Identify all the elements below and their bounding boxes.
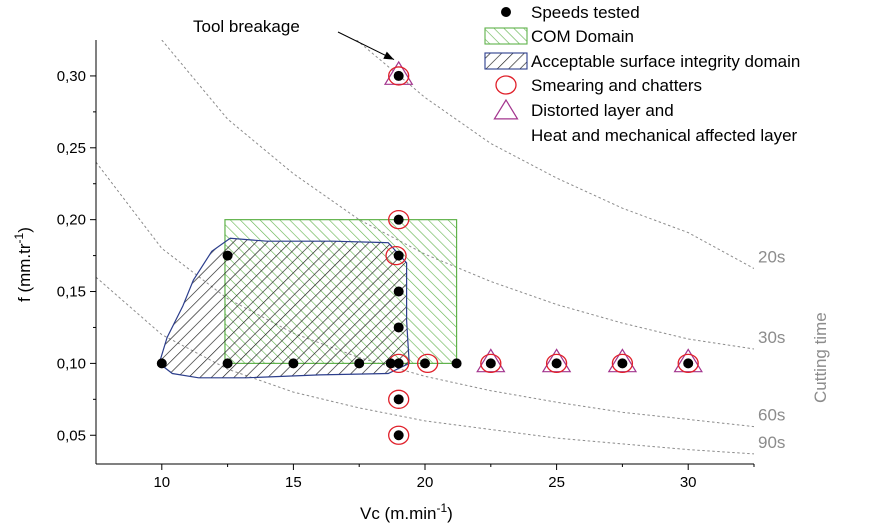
speed-point-18 xyxy=(393,394,404,405)
annotation-arrow-head xyxy=(383,51,394,60)
smearing-circle-8 xyxy=(677,353,699,374)
distorted-triangle-4 xyxy=(673,348,703,373)
speed-point-0 xyxy=(156,358,167,369)
curve-label-90s: 90s xyxy=(758,433,785,452)
smearing-circle-5 xyxy=(480,353,502,374)
legend-marker-distorted xyxy=(493,98,519,120)
curve-label-30s: 30s xyxy=(758,328,785,347)
smearing-circle-0 xyxy=(388,66,410,86)
curve-label-20s: 20s xyxy=(758,248,785,267)
speed-point-19 xyxy=(393,430,404,441)
speed-point-16 xyxy=(393,286,404,297)
legend-label-0: Speeds tested xyxy=(531,3,640,22)
legend-marker-acceptable xyxy=(484,52,528,70)
legend-label-1: COM Domain xyxy=(531,27,634,46)
legend-label-4: Distorted layer and xyxy=(531,101,674,120)
speed-point-2 xyxy=(288,358,299,369)
y-axis-title: f (mm.tr-1) xyxy=(12,227,34,302)
y-tick-label-2: 0,15 xyxy=(57,284,86,301)
legend-label-2: Acceptable surface integrity domain xyxy=(531,52,800,71)
annotation-arrow-line xyxy=(337,31,395,61)
legend-marker-com xyxy=(484,27,528,45)
legend-item-4: Distorted layer and xyxy=(493,98,674,120)
speed-point-9 xyxy=(551,358,562,369)
cutting-time-curve-30s xyxy=(161,40,754,350)
cutting-time-curve-60s xyxy=(96,161,754,428)
curve-labels: 20s 30s 60s 90s xyxy=(758,248,785,452)
legend-marker-smearing xyxy=(495,75,517,95)
domains xyxy=(158,219,458,379)
y-tick-label-3: 0,20 xyxy=(57,212,86,229)
x-tick-label-20: 20 xyxy=(417,474,434,491)
tool-breakage-annotation: Tool breakage xyxy=(193,17,395,61)
smearing-circle-6 xyxy=(545,353,568,374)
smearing-circle-7 xyxy=(611,353,634,374)
curve-label-60s: 60s xyxy=(758,406,785,425)
speed-point-8 xyxy=(485,358,496,369)
data-points xyxy=(156,60,703,445)
annotation-text: Tool breakage xyxy=(193,17,300,36)
legend-item-3: Smearing and chatters xyxy=(495,75,702,95)
smearing-circle-2 xyxy=(385,245,407,266)
legend-label-5: Heat and mechanical affected layer xyxy=(531,126,798,145)
legend-marker-speeds xyxy=(501,7,511,17)
x-tick-label-25: 25 xyxy=(548,474,565,491)
speed-point-13 xyxy=(393,70,404,81)
side-label-cutting-time: Cutting time xyxy=(811,312,830,403)
speed-point-10 xyxy=(617,358,628,369)
x-tick-label-10: 10 xyxy=(153,474,170,491)
x-tick-label-30: 30 xyxy=(680,474,697,491)
speed-point-14 xyxy=(393,214,404,225)
x-tick-label-15: 15 xyxy=(285,474,302,491)
speed-point-1 xyxy=(222,358,233,369)
x-axis-title: Vc (m.min-1) xyxy=(360,501,453,523)
speed-point-3 xyxy=(354,358,365,369)
speed-point-17 xyxy=(393,322,404,333)
y-tick-label-5: 0,30 xyxy=(57,68,86,85)
distorted-triangle-3 xyxy=(607,348,638,373)
legend-item-2: Acceptable surface integrity domain xyxy=(484,52,800,71)
distorted-triangle-1 xyxy=(476,348,506,373)
cutting-time-curve-20s xyxy=(356,40,754,269)
legend-label-3: Smearing and chatters xyxy=(531,76,702,95)
distorted-triangle-2 xyxy=(541,348,572,373)
legend: Speeds tested COM Domain Acceptable surfac… xyxy=(484,3,800,145)
acceptable-domain-shape xyxy=(158,237,410,379)
speed-point-7 xyxy=(451,358,462,369)
legend-item-1: COM Domain xyxy=(484,27,634,46)
smearing-circle-9 xyxy=(388,389,410,409)
axes: 10 15 20 25 30 0,05 0,10 0,15 0,20 0,25 0,30 xyxy=(57,40,755,491)
speed-point-6 xyxy=(420,358,430,369)
legend-item-5: Heat and mechanical affected layer xyxy=(531,126,798,145)
speed-point-15 xyxy=(393,250,404,261)
legend-item-0: Speeds tested xyxy=(501,3,640,22)
speed-point-5 xyxy=(393,358,404,369)
smearing-circle-10 xyxy=(388,425,410,445)
y-tick-label-4: 0,25 xyxy=(57,140,86,157)
speed-point-12 xyxy=(222,250,233,261)
speed-point-4 xyxy=(385,358,396,369)
smearing-circle-4 xyxy=(416,353,439,374)
y-tick-label-1: 0,10 xyxy=(57,355,86,372)
speed-point-11 xyxy=(683,358,694,369)
y-tick-label-0: 0,05 xyxy=(57,427,86,444)
smearing-circle-1 xyxy=(388,210,410,230)
